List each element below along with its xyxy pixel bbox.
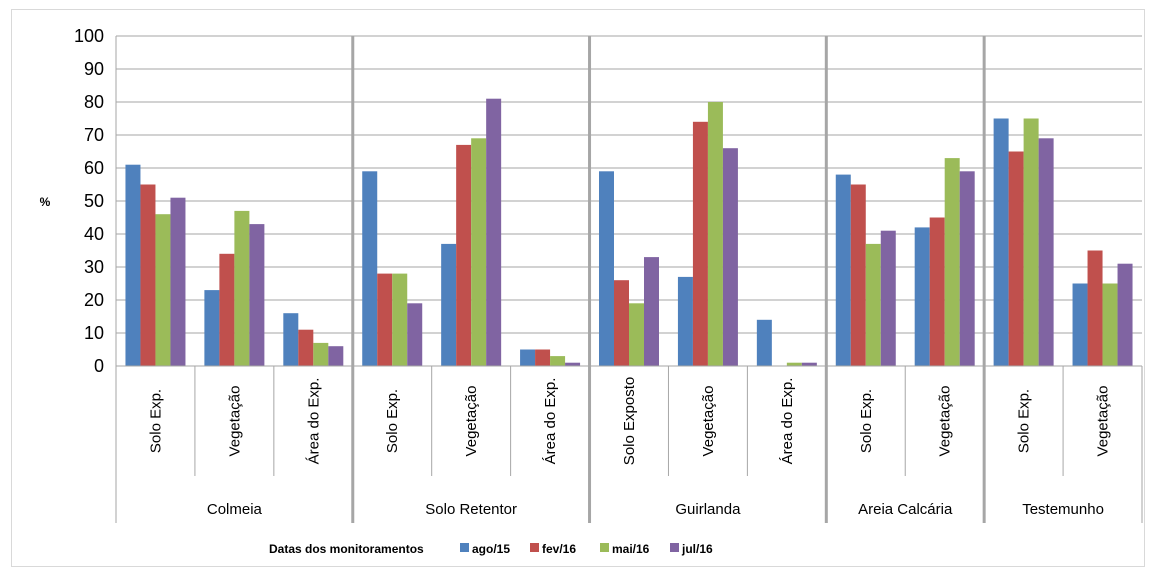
legend-label: ago/15 xyxy=(472,542,510,556)
bar-mai-16 xyxy=(629,303,644,366)
x-axis: Solo Exp. Vegetação Área do Exp. Colmeia Sol… xyxy=(115,36,1143,523)
legend-swatch-mai-16 xyxy=(600,543,609,552)
x-category-label: Vegetação xyxy=(226,386,243,457)
legend-swatch-fev-16 xyxy=(530,543,539,552)
bar-jul-16 xyxy=(486,98,502,366)
x-group-label: Solo Retentor xyxy=(425,501,517,518)
bar-fev-16 xyxy=(1087,250,1103,366)
legend-swatch-jul-16 xyxy=(670,543,679,552)
bar-ago-15 xyxy=(204,290,220,366)
legend-swatch-ago-15 xyxy=(460,543,469,552)
bar-ago-15 xyxy=(1072,283,1088,366)
bar-ago-15 xyxy=(677,276,693,366)
y-tick-label: 30 xyxy=(84,257,104,277)
bar-jul-16 xyxy=(801,362,817,366)
y-tick-label: 20 xyxy=(84,290,104,310)
bar-fev-16 xyxy=(929,217,945,366)
y-axis-label: % xyxy=(40,195,51,209)
legend-title: Datas dos monitoramentos xyxy=(269,542,424,556)
bar-ago-15 xyxy=(441,243,457,366)
bar-mai-16 xyxy=(1023,118,1039,366)
x-group-label: Guirlanda xyxy=(675,501,741,518)
bars xyxy=(125,98,1133,366)
bar-fev-16 xyxy=(1008,151,1024,366)
bar-ago-15 xyxy=(756,319,772,366)
x-category-label: Vegetação xyxy=(700,386,717,457)
bar-jul-16 xyxy=(959,171,975,366)
x-category-label: Vegetação xyxy=(1095,386,1112,457)
legend: Datas dos monitoramentos ago/15 fev/16 mai… xyxy=(269,542,713,556)
bar-ago-15 xyxy=(993,118,1009,366)
x-category-label: Área do Exp. xyxy=(779,378,796,465)
bar-fev-16 xyxy=(456,144,472,366)
y-tick-label: 50 xyxy=(84,191,104,211)
bar-ago-15 xyxy=(125,164,141,366)
bar-ago-15 xyxy=(835,174,851,366)
legend-label: fev/16 xyxy=(542,542,576,556)
bar-ago-15 xyxy=(520,349,536,366)
x-category-label: Área do Exp. xyxy=(542,378,559,465)
y-tick-label: 10 xyxy=(84,323,104,343)
x-category-label: Solo Exp. xyxy=(384,389,401,453)
y-tick-label: 0 xyxy=(94,356,104,376)
bar-jul-16 xyxy=(722,148,738,366)
y-tick-label: 60 xyxy=(84,158,104,178)
bar-mai-16 xyxy=(707,102,723,366)
bar-fev-16 xyxy=(850,184,866,366)
bar-mai-16 xyxy=(471,138,487,366)
bar-ago-15 xyxy=(914,227,930,366)
bar-ago-15 xyxy=(362,171,378,366)
bar-jul-16 xyxy=(328,346,344,366)
x-category-label: Vegetação xyxy=(463,386,480,457)
bar-mai-16 xyxy=(944,158,960,366)
bar-mai-16 xyxy=(786,362,802,366)
x-category-label: Vegetação xyxy=(937,386,954,457)
bar-jul-16 xyxy=(1038,138,1054,366)
bar-ago-15 xyxy=(599,171,614,366)
bar-ago-15 xyxy=(283,313,299,366)
x-category-label: Solo Exp. xyxy=(1016,389,1033,453)
bar-mai-16 xyxy=(392,273,408,366)
y-tick-label: 80 xyxy=(84,92,104,112)
bar-mai-16 xyxy=(865,243,881,366)
legend-label: jul/16 xyxy=(681,542,713,556)
bar-mai-16 xyxy=(550,356,566,366)
bar-fev-16 xyxy=(614,280,629,366)
y-tick-label: 40 xyxy=(84,224,104,244)
bar-jul-16 xyxy=(880,230,896,366)
bar-mai-16 xyxy=(155,214,171,366)
bar-jul-16 xyxy=(170,197,186,366)
y-tick-label: 90 xyxy=(84,59,104,79)
bar-mai-16 xyxy=(313,342,329,366)
bar-mai-16 xyxy=(234,210,250,366)
x-group-label: Colmeia xyxy=(207,501,263,518)
bar-fev-16 xyxy=(535,349,551,366)
bar-jul-16 xyxy=(644,257,659,366)
x-group-label: Testemunho xyxy=(1022,501,1104,518)
x-category-label: Solo Exposto xyxy=(621,377,638,465)
bar-fev-16 xyxy=(140,184,156,366)
x-category-label: Solo Exp. xyxy=(147,389,164,453)
bar-jul-16 xyxy=(565,362,581,366)
bar-mai-16 xyxy=(1102,283,1118,366)
x-category-label: Área do Exp. xyxy=(305,378,322,465)
bar-jul-16 xyxy=(407,303,423,366)
x-group-label: Areia Calcária xyxy=(858,501,953,518)
legend-label: mai/16 xyxy=(612,542,650,556)
bar-fev-16 xyxy=(377,273,393,366)
x-category-label: Solo Exp. xyxy=(858,389,875,453)
y-tick-label: 70 xyxy=(84,125,104,145)
y-axis-ticks: 0 10 20 30 40 50 60 70 80 90 100 xyxy=(74,26,104,376)
bar-fev-16 xyxy=(298,329,314,366)
chart-frame xyxy=(11,9,1145,567)
y-tick-label: 100 xyxy=(74,26,104,46)
bar-fev-16 xyxy=(219,253,235,366)
bar-jul-16 xyxy=(249,224,265,366)
bar-jul-16 xyxy=(1117,263,1133,366)
bar-fev-16 xyxy=(692,121,708,366)
